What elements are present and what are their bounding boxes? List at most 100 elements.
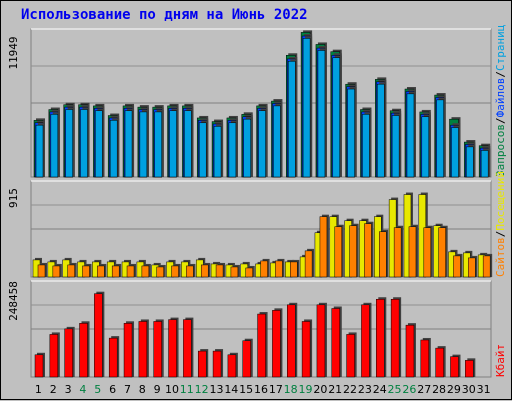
legend-1-item: /: [494, 117, 507, 124]
x-tick-label: 3: [65, 383, 72, 396]
pages-bar: [347, 88, 355, 178]
x-tick-label: 25: [388, 383, 402, 396]
x-tick-label: 20: [313, 383, 327, 396]
legend-3-item: Кбайт: [494, 344, 507, 377]
kbytes-bar: [212, 350, 222, 378]
y-max-label-1: 11949: [7, 36, 20, 69]
kbytes-bar: [153, 321, 162, 378]
legend-1-item: Запросов: [494, 124, 507, 177]
sites-bar: [126, 265, 135, 278]
pages-bar: [65, 109, 73, 178]
kbytes-bar: [242, 340, 251, 378]
kbytes-bar: [64, 328, 73, 378]
kbytes-bar: [316, 304, 326, 378]
sites-bar: [393, 227, 402, 278]
kbytes-bar: [257, 313, 266, 378]
pages-bar: [421, 116, 430, 178]
legend-1: Запросов/Файлов/Страниц: [494, 25, 507, 177]
x-tick-label: 15: [239, 383, 253, 396]
y-max-label-3: 248458: [7, 281, 20, 321]
x-tick-label: 21: [328, 383, 342, 396]
legend-3: Кбайт: [494, 344, 507, 377]
pages-bar: [317, 50, 326, 178]
sites-bar: [156, 266, 164, 278]
pages-bar: [213, 126, 222, 178]
pages-bar: [288, 61, 296, 178]
pages-bar: [451, 127, 459, 178]
legend-1-item: /: [494, 71, 507, 78]
x-tick-label: 29: [447, 383, 461, 396]
x-tick-label: 10: [165, 383, 179, 396]
pages-bar: [377, 83, 385, 178]
pages-bar: [184, 110, 192, 178]
legend-1-item: Страниц: [494, 25, 507, 71]
x-tick-label: 18: [284, 383, 298, 396]
pages-bar: [109, 120, 118, 178]
x-tick-label: 11: [180, 383, 194, 396]
kbytes-bar: [49, 334, 59, 378]
pages-bar: [80, 109, 88, 178]
kbytes-bar: [346, 334, 355, 378]
pages-bar: [258, 110, 266, 178]
legend-2-item: Посещений: [494, 171, 507, 231]
kbytes-bar: [34, 354, 44, 378]
x-tick-label: 19: [299, 383, 313, 396]
x-tick-label: 28: [432, 383, 446, 396]
x-tick-label: 13: [209, 383, 223, 396]
chart-title: Использование по дням на Июнь 2022: [21, 7, 308, 23]
x-tick-label: 8: [139, 383, 146, 396]
sites-bar: [468, 257, 476, 278]
pages-bar: [273, 105, 281, 178]
pages-bar: [243, 118, 251, 178]
kbytes-bar: [138, 321, 148, 378]
sites-bar: [453, 255, 461, 278]
kbytes-bar: [79, 323, 88, 378]
x-tick-label: 17: [269, 383, 283, 396]
sites-bar: [52, 265, 61, 278]
x-tick-label: 5: [94, 383, 101, 396]
kbytes-bar: [465, 360, 474, 378]
x-tick-label: 22: [343, 383, 357, 396]
sites-bar: [171, 265, 179, 278]
kbytes-bar: [376, 298, 385, 378]
pages-bar: [302, 38, 311, 178]
sites-bar: [141, 265, 150, 278]
sites-bar: [260, 260, 268, 278]
sites-bar: [482, 255, 491, 278]
pages-bar: [139, 111, 148, 178]
pages-bar: [436, 99, 444, 178]
legend-2-item: Сайтов: [494, 237, 507, 277]
sites-bar: [215, 264, 224, 278]
pages-bar: [391, 115, 400, 178]
x-tick-label: 2: [50, 383, 57, 396]
kbytes-bar: [301, 321, 311, 378]
sites-bar: [379, 231, 387, 278]
kbytes-bar: [390, 298, 400, 378]
pages-bar: [480, 150, 489, 178]
sites-bar: [275, 260, 283, 278]
sites-bar: [97, 265, 105, 278]
pages-bar: [466, 146, 474, 178]
x-tick-label: 23: [358, 383, 372, 396]
kbytes-bar: [183, 319, 192, 378]
pages-bar: [50, 114, 59, 178]
sites-bar: [304, 250, 313, 278]
x-tick-label: 30: [462, 383, 476, 396]
pages-bar: [198, 122, 207, 178]
x-tick-label: 9: [154, 383, 161, 396]
sites-bar: [37, 264, 46, 278]
sites-bar: [290, 261, 298, 278]
sites-bar: [245, 267, 253, 278]
sites-bar: [319, 216, 328, 278]
kbytes-bar: [94, 293, 103, 378]
sites-bar: [334, 226, 343, 278]
pages-bar: [169, 110, 177, 178]
legend-2-item: /: [494, 231, 507, 238]
kbytes-bar: [361, 304, 370, 378]
legend-1-item: Файлов: [494, 78, 507, 118]
kbytes-bar: [108, 337, 118, 378]
x-tick-label: 7: [124, 383, 131, 396]
sites-bar: [364, 223, 372, 278]
